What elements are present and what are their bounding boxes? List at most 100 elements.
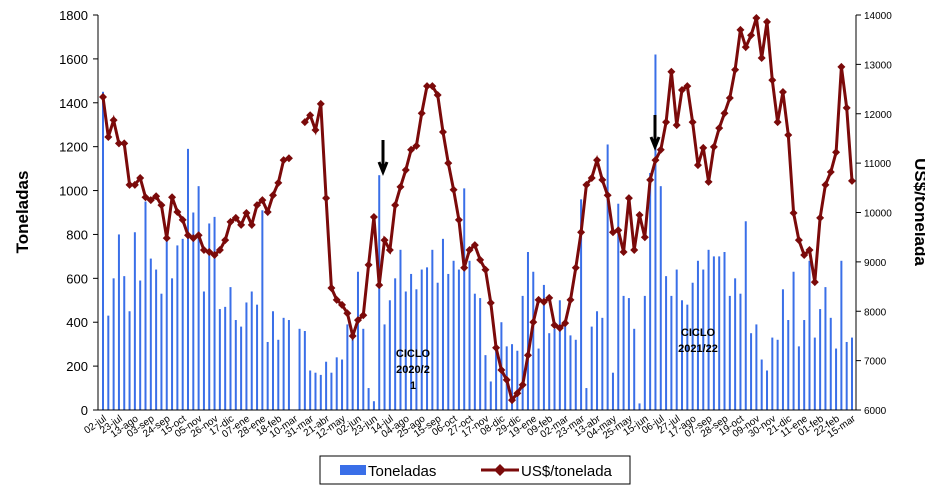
line-marker bbox=[656, 145, 665, 154]
bar bbox=[117, 234, 120, 410]
line-marker bbox=[773, 118, 782, 127]
line-marker bbox=[194, 231, 203, 240]
bar bbox=[532, 271, 535, 410]
y-tick-label: 1800 bbox=[59, 8, 88, 23]
bar bbox=[441, 238, 444, 410]
bar bbox=[766, 370, 769, 410]
bar bbox=[808, 260, 811, 410]
line-marker bbox=[300, 118, 309, 127]
bar bbox=[627, 298, 630, 410]
line-marker bbox=[306, 111, 315, 120]
bar bbox=[744, 221, 747, 410]
bar bbox=[186, 148, 189, 410]
annotation: CICLO bbox=[396, 348, 431, 360]
line-marker bbox=[550, 321, 559, 330]
bar bbox=[261, 210, 264, 410]
legend-swatch bbox=[340, 465, 366, 475]
bar bbox=[574, 339, 577, 410]
bar bbox=[314, 372, 317, 410]
line-marker bbox=[678, 86, 687, 95]
line-marker bbox=[582, 180, 591, 189]
bar bbox=[484, 355, 487, 410]
line-marker bbox=[667, 67, 676, 76]
line-marker bbox=[396, 182, 405, 191]
line-marker bbox=[630, 246, 639, 255]
bar bbox=[367, 388, 370, 410]
bar bbox=[643, 295, 646, 410]
line-marker bbox=[168, 193, 177, 202]
line-marker bbox=[731, 65, 740, 74]
bar bbox=[436, 282, 439, 410]
bar bbox=[250, 291, 253, 410]
line-marker bbox=[651, 156, 660, 165]
bar bbox=[797, 346, 800, 410]
line-marker bbox=[428, 82, 437, 91]
line-marker bbox=[725, 93, 734, 102]
line-marker bbox=[614, 226, 623, 235]
line-marker bbox=[619, 248, 628, 256]
bar bbox=[755, 324, 758, 410]
bar bbox=[819, 309, 822, 410]
line-marker bbox=[136, 173, 145, 182]
line-marker bbox=[449, 185, 458, 194]
line-marker bbox=[253, 201, 262, 210]
bar bbox=[633, 328, 636, 410]
y-tick-label: 200 bbox=[66, 359, 88, 374]
bar bbox=[139, 280, 142, 410]
annotation: CICLO bbox=[681, 327, 716, 339]
y2-tick-label: 14000 bbox=[864, 11, 892, 22]
y-tick-label: 400 bbox=[66, 315, 88, 330]
line-marker bbox=[513, 389, 522, 398]
y-axis-title: Toneladas bbox=[13, 171, 32, 254]
line-marker bbox=[757, 53, 766, 62]
bar bbox=[282, 317, 285, 410]
bar bbox=[426, 267, 429, 410]
line-marker bbox=[826, 168, 835, 177]
bar bbox=[356, 271, 359, 410]
bar bbox=[234, 320, 237, 410]
y2-axis-title: US$/tonelada bbox=[911, 158, 925, 266]
line-marker bbox=[391, 201, 400, 210]
y2-tick-label: 12000 bbox=[864, 110, 892, 121]
y2-tick-label: 9000 bbox=[864, 258, 887, 269]
bar bbox=[415, 289, 418, 410]
line-marker bbox=[173, 208, 182, 217]
y-tick-label: 1200 bbox=[59, 140, 88, 155]
line-marker bbox=[104, 132, 113, 141]
line-marker bbox=[364, 260, 373, 269]
line-marker bbox=[635, 210, 644, 219]
bar bbox=[128, 311, 131, 410]
line-marker bbox=[800, 250, 809, 259]
bar bbox=[176, 245, 179, 410]
line-marker bbox=[598, 175, 607, 184]
line-marker bbox=[438, 128, 447, 137]
bar bbox=[516, 350, 519, 410]
line-marker bbox=[210, 250, 219, 259]
bar bbox=[144, 201, 147, 410]
bar bbox=[410, 273, 413, 410]
bar bbox=[287, 320, 290, 410]
line-marker bbox=[481, 265, 490, 274]
line-marker bbox=[784, 130, 793, 139]
bar bbox=[590, 326, 593, 410]
y2-tick-label: 11000 bbox=[864, 159, 892, 170]
line-marker bbox=[322, 194, 331, 203]
bar bbox=[240, 326, 243, 410]
bar bbox=[298, 328, 301, 410]
line-marker bbox=[120, 139, 129, 148]
line-marker bbox=[693, 161, 702, 170]
bar bbox=[712, 256, 715, 410]
bar bbox=[542, 284, 545, 410]
bar bbox=[617, 203, 620, 410]
bar bbox=[245, 302, 248, 410]
line-marker bbox=[114, 139, 123, 148]
line-marker bbox=[157, 201, 166, 210]
line-marker bbox=[258, 196, 267, 205]
line-marker bbox=[417, 109, 426, 118]
bar bbox=[526, 252, 529, 410]
bar bbox=[649, 173, 652, 410]
bar bbox=[346, 324, 349, 410]
line-marker bbox=[247, 220, 256, 229]
line-marker bbox=[401, 166, 410, 175]
